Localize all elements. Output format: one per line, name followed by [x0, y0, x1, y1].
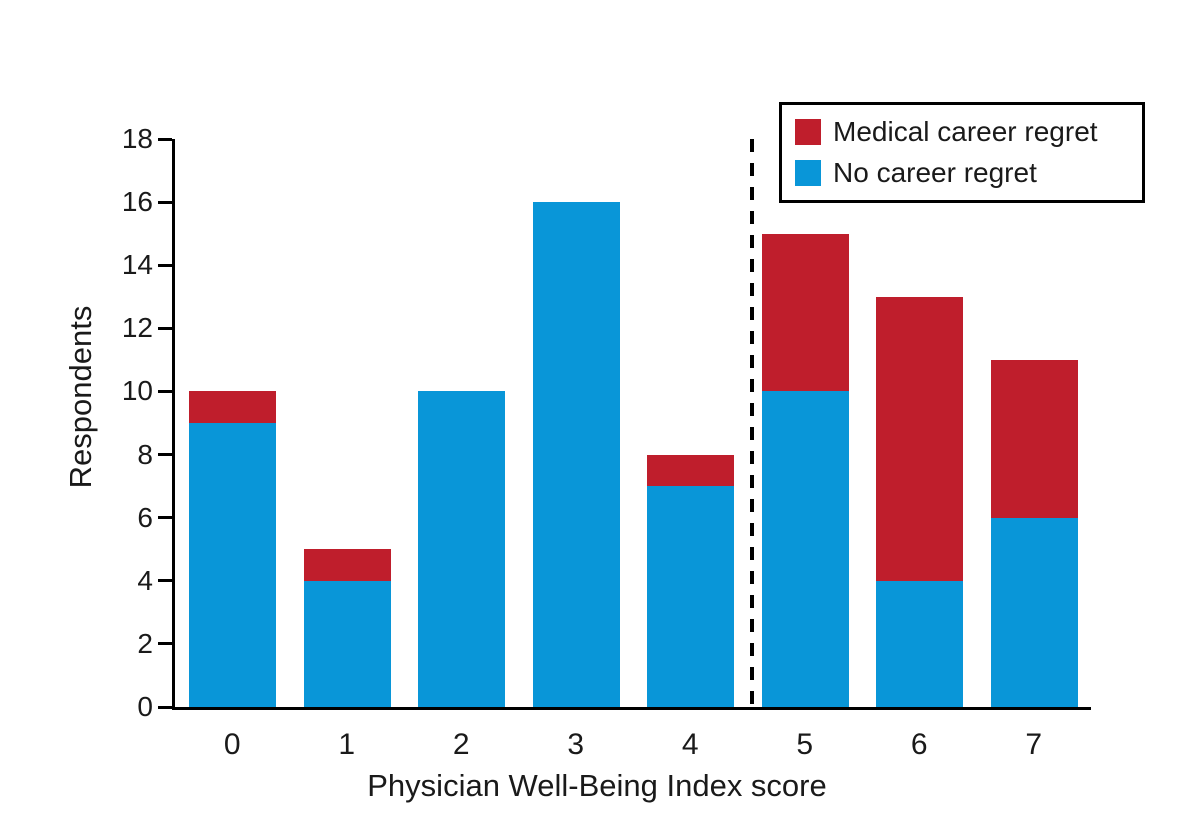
bar-category-2: [418, 391, 505, 707]
bar-segment-medical-career-regret: [647, 454, 734, 487]
x-axis-title: Physician Well-Being Index score: [367, 768, 827, 803]
bar-segment-no-career-regret: [761, 391, 849, 707]
bar-segment-no-career-regret: [647, 486, 734, 707]
x-tick-label: 6: [910, 728, 928, 761]
y-tick-mark: [158, 453, 172, 457]
y-tick-mark: [158, 137, 172, 141]
x-tick-label: 7: [1025, 728, 1043, 761]
plot-area: 0 2 4 6 8 10 12 14 16 18 0 1 2 3 4 5 6 7: [122, 123, 1091, 761]
x-tick-label: 1: [338, 728, 356, 761]
y-tick-mark: [158, 200, 172, 204]
y-tick-mark: [158, 642, 172, 646]
y-tick-label: 2: [137, 627, 153, 659]
y-tick-mark: [158, 389, 172, 393]
bar-category-4: [647, 454, 734, 707]
legend-label: No career regret: [833, 157, 1037, 188]
y-tick-label: 4: [137, 564, 153, 596]
y-tick-mark: [158, 516, 172, 520]
bar-segment-medical-career-regret: [990, 359, 1078, 518]
y-tick-mark: [158, 579, 172, 583]
bar-segment-no-career-regret: [990, 517, 1078, 707]
y-tick-label: 14: [121, 249, 153, 281]
y-tick-label: 6: [137, 501, 153, 533]
bar-segment-medical-career-regret: [189, 391, 276, 423]
bar-segment-no-career-regret: [418, 391, 505, 707]
y-tick-label: 16: [121, 186, 153, 218]
y-tick-label: 18: [121, 123, 153, 154]
bar-segment-medical-career-regret: [876, 296, 963, 581]
legend-label: Medical career regret: [833, 116, 1098, 147]
bar-category-5: [761, 233, 849, 707]
legend: Medical career regret No career regret: [779, 102, 1145, 203]
y-tick-mark: [158, 705, 172, 709]
y-tick-label: 12: [121, 312, 153, 344]
legend-entry: Medical career regret: [795, 116, 1129, 148]
x-tick-label: 0: [223, 728, 241, 761]
legend-swatch-icon: [795, 119, 821, 145]
x-tick-label: 5: [796, 728, 814, 761]
legend-swatch-icon: [795, 160, 821, 186]
y-tick-mark: [158, 263, 172, 267]
bar-segment-no-career-regret: [876, 580, 963, 707]
bar-segment-no-career-regret: [532, 202, 620, 707]
x-tick-label: 4: [681, 728, 699, 761]
dashed-divider-line: [749, 139, 754, 707]
bar-segment-medical-career-regret: [761, 233, 849, 392]
y-tick-label: 0: [137, 691, 153, 722]
x-tick-label: 3: [567, 728, 585, 761]
bar-category-7: [990, 359, 1078, 707]
bar-category-0: [189, 391, 276, 707]
y-tick-label: 8: [137, 438, 153, 470]
bar-category-1: [303, 549, 391, 707]
y-tick-mark: [158, 326, 172, 330]
y-tick-label: 10: [121, 375, 153, 407]
bar-segment-no-career-regret: [189, 423, 276, 707]
bar-category-3: [532, 202, 620, 707]
bar-segment-no-career-regret: [303, 580, 391, 707]
x-tick-label: 2: [452, 728, 470, 761]
bar-category-6: [876, 296, 963, 707]
legend-entry: No career regret: [795, 157, 1129, 189]
bar-segment-medical-career-regret: [303, 549, 391, 581]
